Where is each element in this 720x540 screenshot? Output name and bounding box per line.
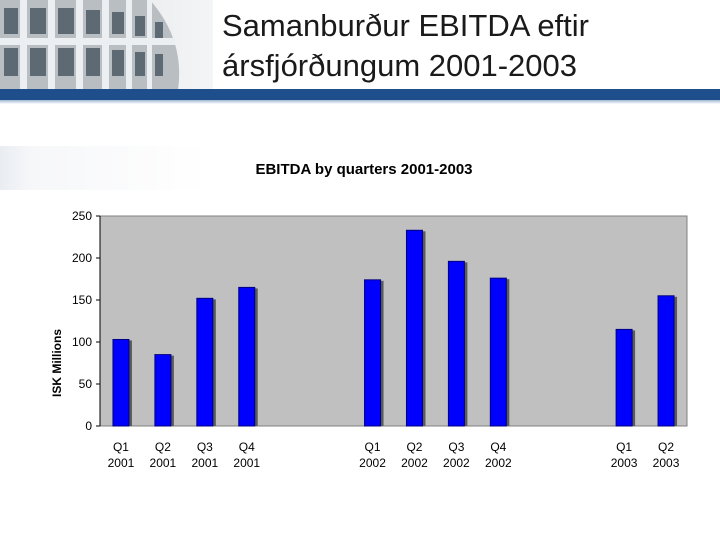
bar-q3-2002	[447, 260, 465, 427]
x-tick-label-quarter: Q2	[658, 440, 674, 454]
x-tick-label-quarter: Q4	[490, 440, 506, 454]
bar-q1-2001	[112, 338, 130, 427]
x-tick-label-year: 2003	[653, 456, 680, 470]
slide-title-line-2: ársfjórðungum 2001-2003	[222, 48, 578, 83]
bar-group	[112, 229, 678, 427]
x-tick-label-quarter: Q2	[406, 440, 422, 454]
y-axis-label: ISK Millions	[50, 329, 64, 397]
x-tick-label-year: 2002	[401, 456, 428, 470]
y-tick-label: 0	[85, 419, 92, 433]
x-tick-label-year: 2001	[108, 456, 135, 470]
ebitda-chart: 0 50 100 150 200 250 Q1 2001 Q2 2001 Q3 2001 Q4 2001…	[50, 209, 688, 470]
x-tick-label-quarter: Q2	[155, 440, 171, 454]
x-tick-label-year: 2001	[150, 456, 177, 470]
y-tick-label: 50	[79, 377, 93, 391]
x-axis-labels: Q1 2001 Q2 2001 Q3 2001 Q4 2001 Q1 2002 Q2 2002 Q3 20…	[108, 440, 680, 470]
y-axis: 0 50 100 150 200 250	[72, 209, 101, 433]
bar-q1-2002	[364, 279, 382, 427]
bar-q2-2003	[657, 295, 675, 427]
header-band-shadow	[0, 100, 720, 104]
slide-title: Samanburður EBITDA eftir ársfjórðungum 2…	[222, 6, 712, 86]
bar-q3-2001	[196, 297, 214, 427]
y-tick-label: 200	[72, 251, 92, 265]
header-band	[0, 89, 720, 100]
x-tick-label-year: 2001	[191, 456, 218, 470]
x-tick-label-quarter: Q1	[616, 440, 632, 454]
bar-q2-2002	[405, 229, 423, 427]
bar-q2-2001	[154, 354, 172, 427]
x-tick-label-year: 2001	[233, 456, 260, 470]
x-tick-label-year: 2002	[359, 456, 386, 470]
x-tick-label-quarter: Q3	[197, 440, 213, 454]
x-tick-label-quarter: Q3	[448, 440, 464, 454]
y-tick-label: 250	[72, 209, 92, 223]
y-tick-label: 100	[72, 335, 92, 349]
x-tick-label-quarter: Q1	[113, 440, 129, 454]
x-tick-label-year: 2002	[443, 456, 470, 470]
bar-q4-2002	[489, 277, 507, 427]
bar-q1-2003	[615, 328, 633, 427]
plot-area	[99, 215, 688, 427]
x-tick-label-quarter: Q4	[239, 440, 255, 454]
x-tick-label-year: 2003	[611, 456, 638, 470]
y-tick-label: 150	[72, 293, 92, 307]
building-photo	[0, 0, 213, 90]
x-tick-label-year: 2002	[485, 456, 512, 470]
bar-q4-2001	[238, 286, 256, 427]
decorative-fade	[0, 146, 210, 190]
slide-title-line-1: Samanburður EBITDA eftir	[222, 8, 589, 43]
chart-title: EBITDA by quarters 2001-2003	[255, 161, 473, 178]
x-tick-label-quarter: Q1	[365, 440, 381, 454]
